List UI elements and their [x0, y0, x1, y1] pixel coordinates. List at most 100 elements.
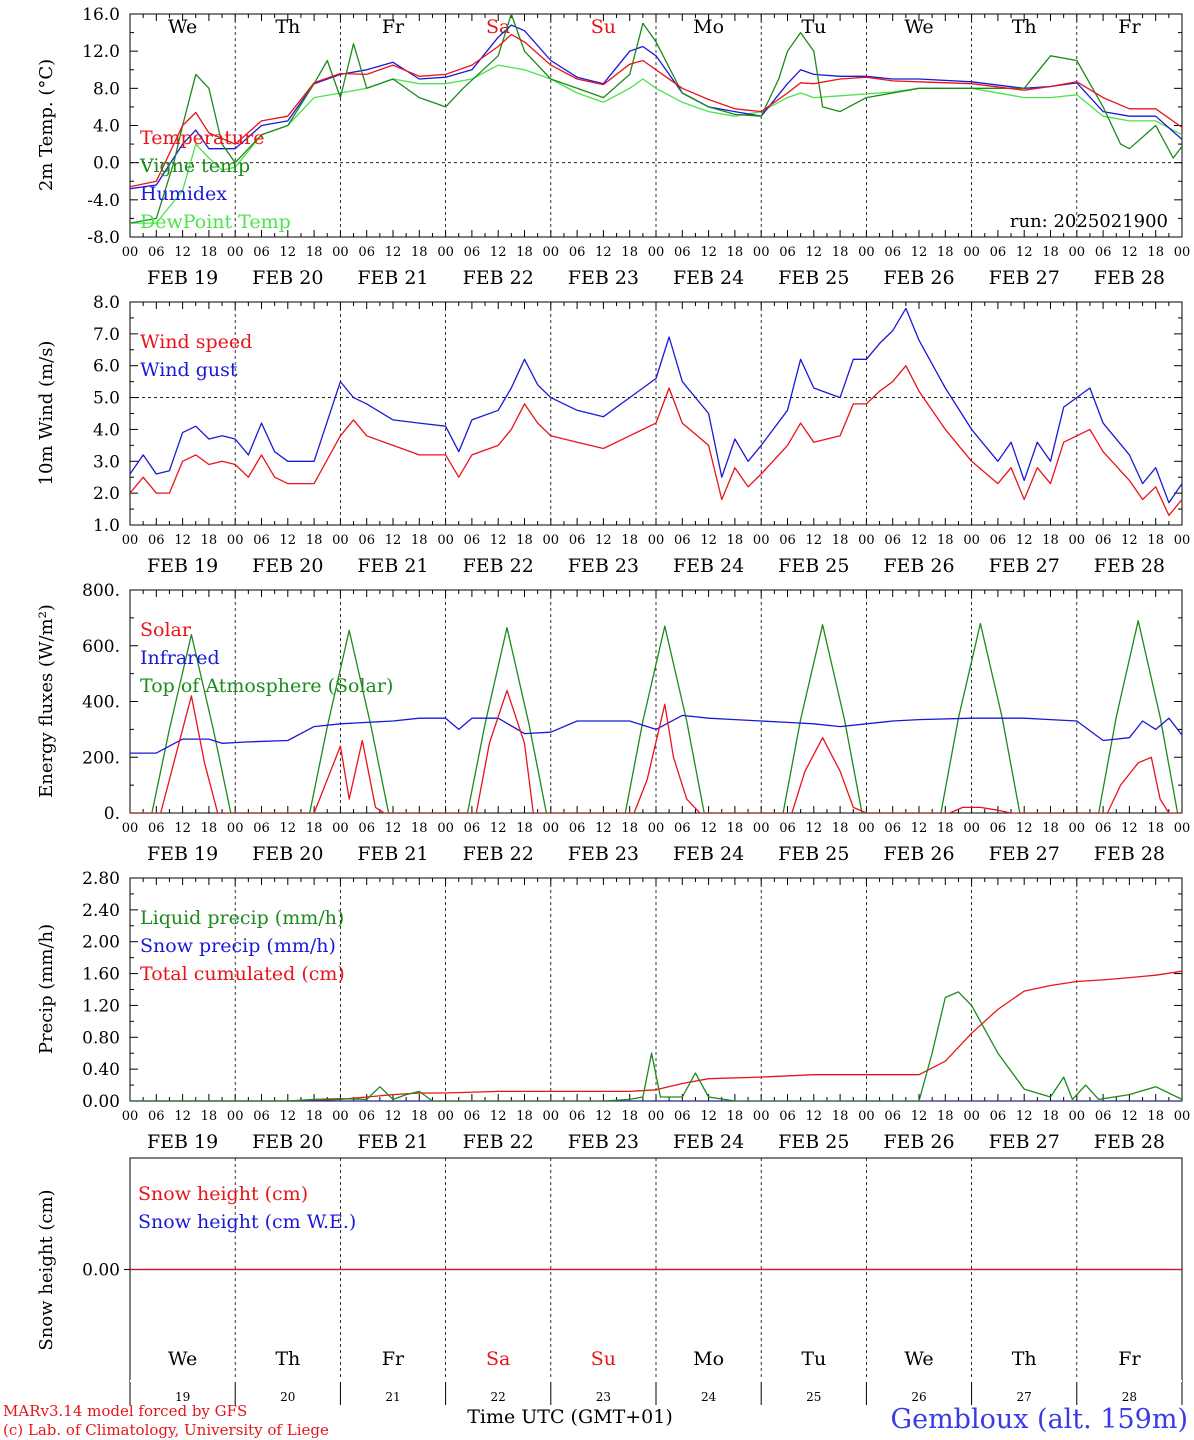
hour-tick-label: 12: [595, 1109, 612, 1124]
y-axis-label: Energy fluxes (W/m²): [36, 604, 57, 798]
date-label: FEB 23: [568, 555, 639, 577]
y-tick-label: 0.00: [82, 1092, 120, 1112]
hour-tick-label: 06: [358, 821, 375, 836]
hour-tick-label: 18: [937, 821, 954, 836]
hour-tick-label: 18: [1147, 533, 1164, 548]
y-tick-label: 0.00: [82, 1261, 120, 1281]
hour-tick-label: 12: [174, 245, 191, 260]
hour-tick-label: 18: [727, 821, 744, 836]
hour-tick-label: 06: [1095, 245, 1112, 260]
hour-tick-label: 00: [648, 245, 665, 260]
hour-tick-label: 18: [1042, 821, 1059, 836]
hour-tick-label: 18: [621, 1109, 638, 1124]
date-label: FEB 23: [568, 267, 639, 289]
hour-tick-label: 00: [543, 533, 560, 548]
y-tick-label: 4.0: [93, 420, 120, 440]
hour-tick-label: 12: [490, 1109, 507, 1124]
weekday-label: Th: [1012, 16, 1037, 38]
weekday-label: Fr: [382, 1348, 405, 1370]
hour-tick-label: 12: [595, 245, 612, 260]
time-axis-label: Time UTC (GMT+01): [467, 1406, 673, 1428]
hour-tick-label: 00: [1174, 245, 1191, 260]
date-label: FEB 28: [1094, 555, 1165, 577]
hour-tick-label: 12: [385, 1109, 402, 1124]
weekday-label: Fr: [1118, 1348, 1141, 1370]
hour-tick-label: 06: [464, 533, 481, 548]
hour-tick-label: 18: [621, 533, 638, 548]
hour-tick-label: 00: [1174, 821, 1191, 836]
hour-tick-label: 06: [148, 245, 165, 260]
y-axis-label: Snow height (cm): [36, 1189, 57, 1350]
y-tick-label: 400.: [82, 693, 120, 713]
hour-tick-label: 18: [1042, 245, 1059, 260]
date-label: FEB 22: [463, 1131, 534, 1153]
date-label: FEB 20: [252, 1131, 323, 1153]
date-label: FEB 26: [883, 555, 954, 577]
hour-tick-label: 12: [385, 245, 402, 260]
series-group: [130, 620, 1182, 813]
hour-tick-label: 06: [569, 245, 586, 260]
hour-tick-label: 12: [280, 1109, 297, 1124]
weekday-label: Su: [591, 1348, 616, 1370]
series-line-infrared: [130, 714, 1182, 754]
y-tick-label: 2.40: [82, 901, 120, 921]
hour-tick-label: 00: [122, 245, 139, 260]
hour-tick-label: 00: [543, 1109, 560, 1124]
panel-wind: 1.0 2.0 3.0 4.0 5.0 6.0 7.0 8.0 10m Wind (m/s) 00…: [36, 293, 1191, 577]
legend-entry: Snow height (cm W.E.): [138, 1211, 356, 1233]
hour-tick-label: 12: [174, 533, 191, 548]
hour-tick-label: 00: [437, 821, 454, 836]
hour-tick-label: 00: [1174, 533, 1191, 548]
hour-tick-label: 12: [1121, 245, 1138, 260]
hour-tick-label: 12: [280, 245, 297, 260]
legend-entry: Humidex: [140, 183, 227, 205]
hour-tick-label: 18: [411, 1109, 428, 1124]
hour-tick-label: 18: [516, 533, 533, 548]
date-label: FEB 27: [989, 843, 1060, 865]
date-label: FEB 24: [673, 555, 744, 577]
date-label: FEB 20: [252, 267, 323, 289]
hour-tick-label: 00: [1069, 245, 1086, 260]
y-tick-label: 4.0: [93, 117, 120, 137]
hour-tick-label: 00: [858, 245, 875, 260]
hour-tick-label: 18: [1042, 533, 1059, 548]
legend-entry: Solar: [140, 619, 192, 641]
weekday-label: Th: [1012, 1348, 1037, 1370]
date-label: FEB 28: [1094, 1131, 1165, 1153]
hour-tick-label: 00: [648, 821, 665, 836]
date-label: FEB 24: [673, 843, 744, 865]
hour-tick-label: 18: [411, 245, 428, 260]
hour-tick-label: 00: [332, 821, 349, 836]
y-axis-label: Precip (mm/h): [36, 924, 57, 1054]
y-tick-label: 6.0: [93, 357, 120, 377]
hour-tick-label: 00: [963, 821, 980, 836]
hour-tick-label: 18: [937, 245, 954, 260]
date-label: FEB 19: [147, 555, 218, 577]
date-label: FEB 20: [252, 555, 323, 577]
y-tick-label: 2.00: [82, 933, 120, 953]
hour-tick-label: 06: [358, 1109, 375, 1124]
series-group: [130, 307, 1182, 517]
hour-tick-label: 06: [358, 533, 375, 548]
hour-tick-label: 00: [858, 533, 875, 548]
y-tick-label: 5.0: [93, 389, 120, 409]
hour-tick-label: 12: [806, 245, 823, 260]
hour-tick-label: 18: [306, 533, 323, 548]
hour-tick-label: 18: [516, 1109, 533, 1124]
hour-tick-label: 06: [253, 1109, 270, 1124]
day-number-label: 27: [1017, 1390, 1032, 1404]
hour-tick-label: 00: [1069, 1109, 1086, 1124]
hour-tick-label: 18: [1147, 821, 1164, 836]
hour-tick-label: 00: [1069, 533, 1086, 548]
hour-tick-label: 00: [648, 1109, 665, 1124]
hour-tick-label: 12: [1016, 821, 1033, 836]
series-line-temperature: [130, 33, 1182, 188]
legend-entry: Top of Atmosphere (Solar): [140, 675, 393, 697]
panel-snow: 0.00 Snow height (cm) We Th Fr Sa Su Mo Tu We Th Fr…: [36, 1157, 1183, 1405]
hour-tick-label: 18: [727, 1109, 744, 1124]
hour-tick-label: 18: [201, 821, 218, 836]
hour-tick-label: 12: [490, 821, 507, 836]
model-credit-line1: MARv3.14 model forced by GFS: [3, 1402, 247, 1420]
y-tick-label: 1.0: [93, 516, 120, 536]
